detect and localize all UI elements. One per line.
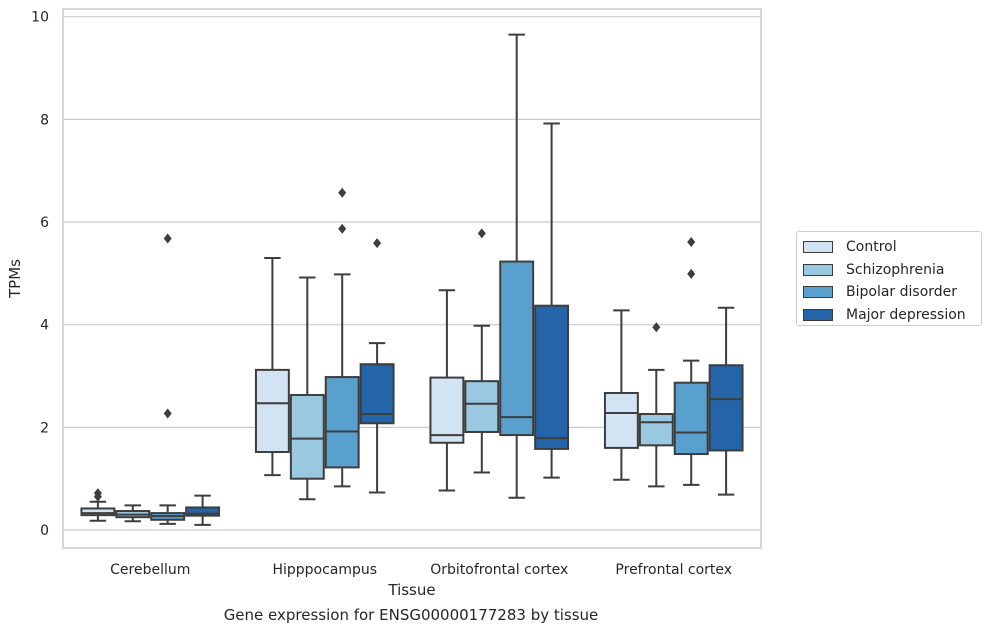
- y-tick-label: 6: [40, 215, 49, 231]
- outlier-point: [163, 233, 172, 244]
- legend-swatch-major-depression: [803, 308, 833, 321]
- outlier-point: [687, 237, 696, 248]
- box-iqr: [464, 380, 500, 433]
- box-2-1: [464, 228, 500, 474]
- y-axis-ticks: 0 2 4 6 8 10: [31, 10, 49, 539]
- x-tick-label: Hipppocampus: [272, 562, 377, 578]
- box-iqr: [324, 376, 360, 469]
- y-tick-label: 2: [40, 420, 49, 436]
- plot-area-frame: [62, 8, 762, 549]
- chart-caption: Gene expression for ENSG00000177283 by t…: [223, 606, 599, 624]
- box-iqr: [673, 381, 709, 456]
- x-axis-label: Tissue: [387, 581, 435, 599]
- legend-label-schizophrenia: Schizophrenia: [846, 261, 945, 278]
- legend-swatch-control: [803, 241, 833, 254]
- box-1-2: [324, 187, 360, 488]
- box-0-1: [115, 504, 151, 523]
- box-1-1: [289, 276, 325, 501]
- outlier-point: [338, 223, 347, 234]
- chart-legend: Control Schizophrenia Bipolar disorder M…: [796, 231, 982, 326]
- legend-item-control: Control: [803, 236, 981, 259]
- box-iqr: [289, 394, 325, 480]
- box-iqr: [603, 391, 639, 449]
- box-iqr: [708, 364, 744, 452]
- outlier-point: [163, 408, 172, 419]
- y-tick-label: 8: [40, 112, 49, 128]
- outlier-point: [338, 187, 347, 198]
- x-tick-label: Cerebellum: [110, 562, 190, 578]
- legend-item-major-depression: Major depression: [803, 304, 981, 327]
- box-2-3: [534, 122, 570, 479]
- box-0-3: [185, 494, 221, 526]
- outlier-point: [477, 228, 486, 239]
- legend-label-control: Control: [846, 239, 897, 256]
- box-0-2: [150, 233, 186, 525]
- outlier-point: [373, 238, 382, 249]
- y-tick-label: 4: [40, 318, 49, 334]
- gridlines: [63, 16, 761, 531]
- box-3-0: [603, 309, 639, 481]
- box-0-0: [80, 488, 116, 522]
- legend-label-major-depression: Major depression: [846, 306, 966, 323]
- box-2-0: [429, 289, 465, 492]
- box-iqr: [499, 260, 535, 437]
- y-tick-label: 10: [31, 10, 49, 26]
- box-iqr: [254, 368, 290, 454]
- box-2-2: [499, 33, 535, 499]
- legend-swatch-bipolar-disorder: [803, 286, 833, 299]
- legend-item-bipolar-disorder: Bipolar disorder: [803, 281, 981, 304]
- box-3-1: [638, 322, 674, 488]
- box-3-3: [708, 306, 744, 496]
- y-tick-label: 0: [40, 523, 49, 539]
- box-3-2: [673, 237, 709, 486]
- outlier-point: [687, 268, 696, 279]
- x-tick-label: Orbitofrontal cortex: [430, 562, 568, 578]
- box-iqr: [638, 413, 674, 447]
- y-axis-label: TPMs: [6, 259, 24, 299]
- box-iqr: [534, 304, 570, 450]
- x-tick-label: Prefrontal cortex: [615, 562, 732, 578]
- box-plots: [80, 33, 744, 526]
- box-iqr: [429, 376, 465, 444]
- legend-label-bipolar-disorder: Bipolar disorder: [846, 284, 958, 301]
- x-axis-ticks: Cerebellum Hipppocampus Orbitofrontal cort…: [110, 562, 732, 578]
- legend-swatch-schizophrenia: [803, 263, 833, 276]
- box-iqr: [80, 507, 116, 517]
- outlier-point: [652, 322, 661, 333]
- legend-item-schizophrenia: Schizophrenia: [803, 259, 981, 282]
- box-1-3: [359, 238, 395, 494]
- box-iqr: [185, 506, 221, 517]
- box-1-0: [254, 256, 290, 477]
- outlier-point: [93, 488, 102, 499]
